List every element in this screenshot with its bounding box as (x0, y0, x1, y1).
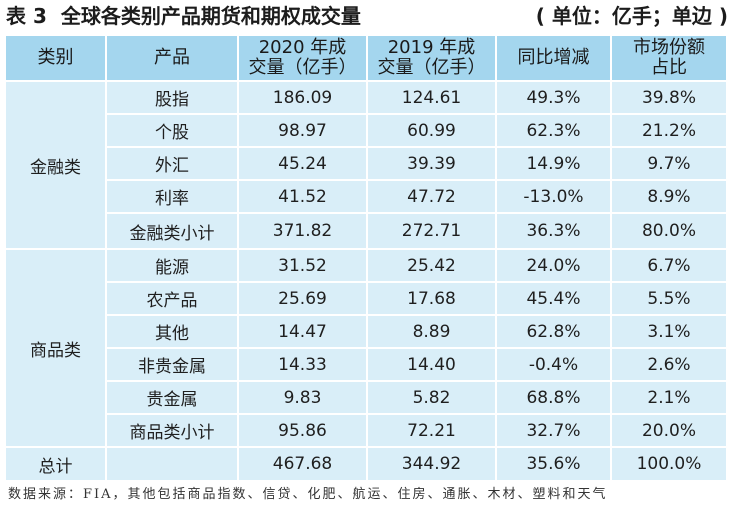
volume-2020-cell: 41.52 (239, 181, 366, 212)
market-share-cell: 9.7% (612, 148, 726, 179)
market-share-cell: 21.2% (612, 115, 726, 146)
market-share-cell: 39.8% (612, 82, 726, 113)
column-header-line: 同比增减 (517, 47, 590, 68)
product-cell: 金融类小计 (107, 214, 237, 248)
column-header-market-share: 市场份额 占比 (612, 36, 726, 80)
category-cell: 商品类 (6, 250, 105, 446)
volume-2020-cell: 45.24 (239, 148, 366, 179)
yoy-change-cell: 45.4% (497, 283, 610, 314)
table-header-row: 类别 产品 2020 年成 交量（亿手） 2019 年成 交量（亿手） 同比增减 市场份额 占比 (6, 36, 726, 80)
column-header-line: 交量（亿手） (377, 57, 486, 78)
yoy-change-cell: 24.0% (497, 250, 610, 281)
unit-note: ( 单位：亿手；单边 ) (535, 4, 728, 28)
column-header-line: 类别 (37, 47, 74, 68)
column-header-volume-2019: 2019 年成 交量（亿手） (368, 36, 495, 80)
table-row: 利率 41.52 47.72 -13.0% 8.9% (6, 181, 726, 212)
product-cell (107, 448, 237, 480)
volume-2020-cell: 371.82 (239, 214, 366, 248)
market-share-cell: 2.1% (612, 382, 726, 413)
market-share-cell: 8.9% (612, 181, 726, 212)
volume-2019-cell: 39.39 (368, 148, 495, 179)
volume-2019-cell: 17.68 (368, 283, 495, 314)
volume-2019-cell: 124.61 (368, 82, 495, 113)
volume-2019-cell: 8.89 (368, 316, 495, 347)
yoy-change-cell: 68.8% (497, 382, 610, 413)
product-cell: 股指 (107, 82, 237, 113)
product-cell: 能源 (107, 250, 237, 281)
volume-2020-cell: 467.68 (239, 448, 366, 480)
volume-2020-cell: 31.52 (239, 250, 366, 281)
table-body: 金融类 股指 186.09 124.61 49.3% 39.8% 个股 98.97 60.99 6… (6, 82, 726, 480)
table-title-text: 全球各类别产品期货和期权成交量 (60, 4, 361, 28)
yoy-change-cell: -0.4% (497, 349, 610, 380)
market-share-cell: 20.0% (612, 415, 726, 446)
product-cell: 利率 (107, 181, 237, 212)
category-cell: 金融类 (6, 82, 105, 248)
market-share-cell: 3.1% (612, 316, 726, 347)
volume-2020-cell: 95.86 (239, 415, 366, 446)
column-header-line: 产品 (154, 47, 190, 68)
table-row: 外汇 45.24 39.39 14.9% 9.7% (6, 148, 726, 179)
table-row: 总计 467.68 344.92 35.6% 100.0% (6, 448, 726, 480)
volume-2019-cell: 60.99 (368, 115, 495, 146)
table-row: 贵金属 9.83 5.82 68.8% 2.1% (6, 382, 726, 413)
volume-2020-cell: 98.97 (239, 115, 366, 146)
volume-2020-cell: 14.47 (239, 316, 366, 347)
table-row: 商品类小计 95.86 72.21 32.7% 20.0% (6, 415, 726, 446)
column-header-line: 占比 (651, 57, 687, 78)
table-row: 金融类 股指 186.09 124.61 49.3% 39.8% (6, 82, 726, 248)
yoy-change-cell: 49.3% (497, 82, 610, 113)
column-header-category: 类别 (6, 36, 105, 80)
yoy-change-cell: 62.8% (497, 316, 610, 347)
volume-2019-cell: 14.40 (368, 349, 495, 380)
volume-2019-cell: 25.42 (368, 250, 495, 281)
yoy-change-cell: 14.9% (497, 148, 610, 179)
volume-2020-cell: 25.69 (239, 283, 366, 314)
volume-2020-cell: 186.09 (239, 82, 366, 113)
table-number-label: 表 3 (6, 4, 47, 28)
product-cell: 商品类小计 (107, 415, 237, 446)
table-row: 非贵金属 14.33 14.40 -0.4% 2.6% (6, 349, 726, 380)
column-header-line: 2019 年成 (387, 37, 476, 58)
product-cell: 农产品 (107, 283, 237, 314)
product-cell: 贵金属 (107, 382, 237, 413)
yoy-change-cell: 32.7% (497, 415, 610, 446)
column-header-line: 交量（亿手） (248, 57, 357, 78)
table-row: 农产品 25.69 17.68 45.4% 5.5% (6, 283, 726, 314)
yoy-change-cell: 62.3% (497, 115, 610, 146)
column-header-line: 市场份额 (633, 37, 705, 58)
source-footnote: 数据来源：FIA，其他包括商品指数、信贷、化肥、航运、住房、通胀、木材、塑料和天… (8, 487, 608, 502)
table-title: 表 3 全球各类别产品期货和期权成交量 (6, 3, 361, 29)
column-header-volume-2020: 2020 年成 交量（亿手） (239, 36, 366, 80)
table-row: 商品类 能源 31.52 25.42 24.0% 6.7% (6, 250, 726, 446)
category-cell: 总计 (6, 448, 105, 480)
volume-2020-cell: 14.33 (239, 349, 366, 380)
volume-2019-cell: 5.82 (368, 382, 495, 413)
table-row: 金融类小计 371.82 272.71 36.3% 80.0% (6, 214, 726, 248)
volume-table: 类别 产品 2020 年成 交量（亿手） 2019 年成 交量（亿手） 同比增减 市场份额 占比… (4, 34, 728, 482)
volume-2019-cell: 272.71 (368, 214, 495, 248)
market-share-cell: 6.7% (612, 250, 726, 281)
volume-2020-cell: 9.83 (239, 382, 366, 413)
volume-2019-cell: 344.92 (368, 448, 495, 480)
column-header-product: 产品 (107, 36, 237, 80)
column-header-yoy-change: 同比增减 (497, 36, 610, 80)
table-row: 个股 98.97 60.99 62.3% 21.2% (6, 115, 726, 146)
column-header-line: 2020 年成 (258, 37, 347, 58)
market-share-cell: 2.6% (612, 349, 726, 380)
product-cell: 外汇 (107, 148, 237, 179)
product-cell: 其他 (107, 316, 237, 347)
market-share-cell: 5.5% (612, 283, 726, 314)
yoy-change-cell: 36.3% (497, 214, 610, 248)
volume-2019-cell: 47.72 (368, 181, 495, 212)
yoy-change-cell: -13.0% (497, 181, 610, 212)
yoy-change-cell: 35.6% (497, 448, 610, 480)
product-cell: 个股 (107, 115, 237, 146)
volume-2019-cell: 72.21 (368, 415, 495, 446)
table-row: 其他 14.47 8.89 62.8% 3.1% (6, 316, 726, 347)
market-share-cell: 100.0% (612, 448, 726, 480)
market-share-cell: 80.0% (612, 214, 726, 248)
product-cell: 非贵金属 (107, 349, 237, 380)
